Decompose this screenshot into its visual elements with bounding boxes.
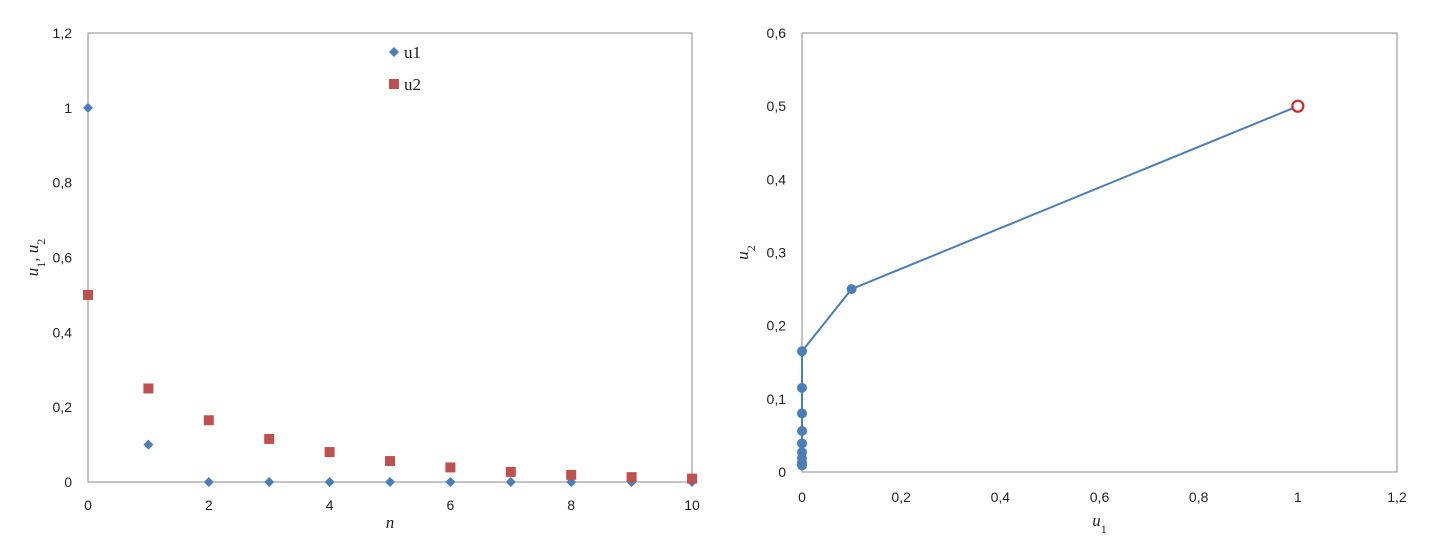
- u1-point: [143, 439, 154, 450]
- u2-point: [566, 469, 577, 480]
- trajectory-point: [797, 346, 807, 357]
- chart-right: 0 0,1 0,2 0,3 0,4 0,5 0,6 0 0,2 0,4 0,6 0,8 1 1,2 u1…: [733, 25, 1407, 536]
- left-y-tick-label: 1,2: [53, 25, 73, 41]
- right-x-tick-label: 1,2: [1387, 489, 1407, 505]
- right-plot-frame: [801, 32, 1398, 473]
- legend-u1-label: u1: [404, 43, 421, 62]
- left-y-tick-label: 0,8: [53, 175, 73, 191]
- left-x-tick-label: 6: [447, 497, 455, 513]
- trajectory-point: [797, 438, 807, 449]
- right-x-tick-label: 0,8: [1189, 489, 1209, 505]
- u2-point: [143, 383, 154, 394]
- chart-left: 0 0,2 0,4 0,6 0,8 1 1,2 0 2 4 6 8 10 u1 u2 n u1, u2: [23, 25, 700, 532]
- u2-point: [445, 462, 456, 473]
- left-x-tick-label: 10: [684, 497, 700, 513]
- right-y-tick-label: 0,5: [767, 98, 787, 114]
- left-y-tick-label: 0: [64, 474, 72, 490]
- left-y-tick-label: 1: [64, 100, 72, 116]
- left-y-tick-label: 0,4: [53, 324, 73, 340]
- u1-point: [445, 477, 456, 487]
- left-plot-frame: [87, 32, 693, 483]
- right-x-tick-label: 0,4: [991, 489, 1011, 505]
- left-x-tick-labels: 0 2 4 6 8 10: [84, 497, 700, 513]
- trajectory-point: [797, 426, 807, 437]
- u1-point: [264, 477, 275, 487]
- trajectory-point: [797, 382, 807, 393]
- left-x-axis-title: n: [386, 513, 395, 532]
- left-data-marks: [83, 102, 697, 487]
- left-y-tick-label: 0,6: [53, 250, 73, 266]
- u1-point: [385, 477, 395, 487]
- trajectory-point: [797, 460, 807, 471]
- legend-u2-label: u2: [404, 75, 421, 94]
- right-y-tick-label: 0,1: [767, 391, 787, 407]
- right-x-tick-labels: 0 0,2 0,4 0,6 0,8 1 1,2: [798, 489, 1407, 505]
- start-point-marker: [1291, 99, 1305, 113]
- right-data-marks: [797, 99, 1305, 471]
- right-y-tick-label: 0,6: [767, 25, 787, 41]
- legend-u1-marker: [389, 47, 399, 57]
- right-y-axis-title: u2: [733, 245, 758, 260]
- u1-point: [83, 102, 93, 113]
- right-y-tick-label: 0,4: [767, 171, 787, 187]
- u2-point: [324, 447, 335, 458]
- right-x-tick-label: 0,6: [1090, 489, 1110, 505]
- trajectory-line: [801, 105, 1299, 466]
- left-x-tick-label: 2: [205, 497, 213, 513]
- right-x-axis-title: u1: [1092, 511, 1107, 536]
- left-x-tick-label: 8: [567, 497, 575, 513]
- legend-u2-marker: [389, 79, 399, 89]
- left-y-tick-labels: 0 0,2 0,4 0,6 0,8 1 1,2: [53, 25, 73, 490]
- right-y-tick-labels: 0 0,1 0,2 0,3 0,4 0,5 0,6: [767, 25, 787, 480]
- trajectory-point: [846, 284, 857, 295]
- right-x-tick-label: 1: [1294, 489, 1302, 505]
- u2-point: [687, 473, 697, 484]
- left-y-tick-label: 0,2: [53, 399, 73, 415]
- u1-point: [505, 477, 516, 487]
- right-x-tick-label: 0,2: [891, 489, 911, 505]
- right-y-tick-label: 0: [778, 464, 786, 480]
- u2-point: [626, 472, 637, 483]
- u2-point: [203, 415, 214, 426]
- u2-point: [264, 433, 275, 444]
- right-y-tick-label: 0,2: [767, 318, 787, 334]
- u2-point: [505, 466, 516, 477]
- u1-point: [324, 477, 335, 487]
- right-y-tick-label: 0,3: [767, 245, 787, 261]
- left-y-axis-title: u1, u2: [23, 239, 48, 277]
- left-x-tick-label: 0: [84, 497, 92, 513]
- left-x-tick-label: 4: [326, 497, 334, 513]
- left-legend: u1 u2: [389, 43, 421, 94]
- u2-point: [385, 456, 395, 467]
- u1-point: [203, 477, 214, 487]
- u2-point: [83, 289, 93, 300]
- right-x-tick-label: 0: [798, 489, 806, 505]
- trajectory-point: [797, 408, 807, 419]
